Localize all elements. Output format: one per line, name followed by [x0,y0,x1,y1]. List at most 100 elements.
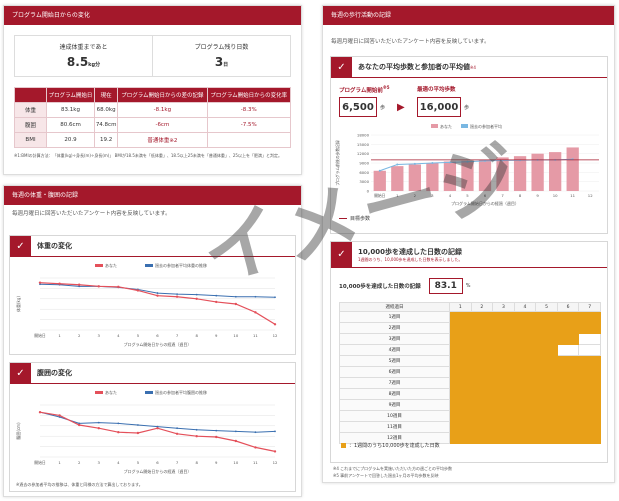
average-point [413,162,416,165]
x-tick-label: 9 [536,193,539,198]
day-cell [578,388,601,400]
data-point [273,323,277,326]
data-point [234,295,237,298]
day-cell [535,377,558,389]
week-label: 6週目 [339,366,450,378]
orange-square-icon [341,443,346,448]
week-row: 10週目 [339,410,601,422]
weekly-record-sub: 毎週月曜日に回答いただいたアンケート内容を反映しています。 [12,211,171,217]
bar [461,160,474,191]
legend-label: あなた [105,262,117,268]
data-point [58,416,61,418]
x-tick-label: 6 [156,333,159,338]
x-axis-label: プログラム開始日からの経過（週目） [451,200,519,206]
day-cell [470,322,494,334]
week-row: 12週目 [339,432,601,444]
day-cell [578,421,601,433]
legend-label: あなた [105,389,117,395]
data-point [254,431,257,434]
day-cell [535,344,558,356]
data-point [97,285,100,288]
goal-legend: ：1週間のうち10,000歩を達成した日数 [341,442,440,449]
data-point [195,297,198,300]
day-cell [535,410,558,422]
latest-value: 16,000 [417,97,461,117]
data-point [38,411,42,414]
day-cell [449,432,472,444]
day-column-header: 6 [556,302,580,312]
day-cell [556,388,580,400]
x-tick-label: 9 [215,333,218,338]
x-tick-label: 2 [78,333,81,338]
data-point [274,296,276,299]
day-cell [492,322,515,334]
day-column-header: 4 [513,302,537,312]
data-point [176,427,178,430]
bar [496,157,509,191]
day-column-header: 2 [470,302,494,312]
y-axis-label: プログラム前後の歩数記録 [335,140,340,186]
week-label: 7週目 [339,377,450,389]
goal-grid: 週経過日 1 2 3 4 5 6 7 1週目 2週目 3週目 4週目 5週目 6週目 7週目 8週目 9週目 1… [339,302,601,444]
x-tick-label: 3 [431,193,434,198]
weekly-record-header: 毎週の体重・腹囲の記録 [4,186,301,205]
day-cell [449,388,472,400]
start-unit: 歩 [380,104,386,111]
day-cell [470,377,494,389]
day-cell [556,421,580,433]
goal-grid-corner: 週経過日 [339,302,450,312]
day-cell [556,344,580,356]
data-point [78,422,81,425]
week-label: 5週目 [339,355,450,367]
data-point [215,294,218,297]
day-cell [535,355,558,367]
table-row: 体重 83.1kg 68.0kg -8.1kg -8.3% [14,102,292,118]
x-tick-label: 8 [519,193,522,198]
day-cell [578,344,601,356]
data-point [136,431,140,435]
data-point [215,429,218,432]
day-cell [556,432,580,444]
day-cell [513,355,537,367]
x-tick-label: 2 [78,460,81,465]
data-point [136,289,140,292]
x-tick-label: 7 [501,193,504,198]
day-cell [578,311,601,323]
data-point [156,294,159,297]
latest-unit: 歩 [464,104,470,111]
week-row: 2週目 [339,322,601,334]
legend-label: あなた [440,123,452,129]
y-tick-label: 3000 [359,179,369,184]
week-row: 3週目 [339,333,601,345]
check-icon: ✓ [331,241,352,268]
day-cell [513,432,537,444]
y-tick-label: 9000 [359,161,369,166]
bar [531,153,544,191]
x-tick-label: 11 [570,193,575,198]
day-cell [535,399,558,411]
week-row: 1週目 [339,311,601,323]
arrow-right-icon: ▶ [397,101,405,113]
day-cell [449,377,472,389]
average-point [466,160,469,163]
check-icon: ✓ [10,235,31,257]
data-point [175,295,179,298]
x-tick-label: 1 [396,193,399,198]
x-tick-label: 5 [466,193,469,198]
walking-sub: 毎週月曜日に回答いただいたアンケート内容を反映しています。 [331,39,490,45]
day-cell [449,399,472,411]
legend-swatch [431,124,438,128]
day-column-header: 3 [492,302,515,312]
day-cell [470,421,494,433]
start-label: プログラム開始前※5 [339,85,390,94]
x-tick-label: 7 [176,460,179,465]
data-point [97,421,100,424]
day-cell [513,344,537,356]
day-cell [492,421,515,433]
day-cell [513,410,537,422]
table-cell: 普通体重※2 [117,132,208,148]
day-cell [513,421,537,433]
data-point [195,435,198,438]
table-header-row: プログラム開始日 現在 プログラム開始日からの差の記録 プログラム開始日からの変… [14,87,292,103]
